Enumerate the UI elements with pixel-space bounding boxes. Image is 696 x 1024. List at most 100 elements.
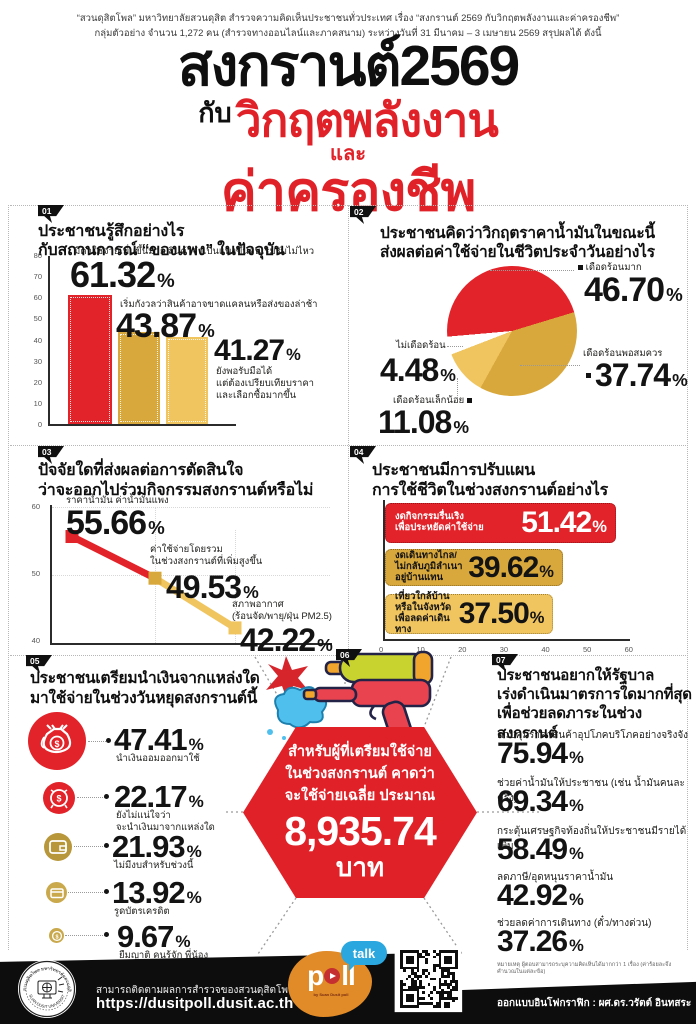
line-chart <box>65 530 242 635</box>
q3-point1-label: ราคาน้ำมัน ค่าน้ำมันแพง <box>66 495 169 506</box>
q7-item3-value: 58.49% <box>497 833 584 866</box>
q7-title-line2: เร่งดำเนินมาตรการใดมากที่สุด <box>497 686 692 703</box>
q4-bar-1: งดกิจกรรมรื่นเริง เพื่อประหยัดค่าใช้จ่าย… <box>385 503 616 543</box>
talk-bubble: talk <box>341 941 387 971</box>
q4-bar2-value: 39.62% <box>468 550 554 584</box>
q5-title-line2: มาใช้จ่ายในช่วงวันหยุดสงกรานต์นี้ <box>30 690 258 707</box>
svg-text:$: $ <box>55 934 58 940</box>
q3-gridline-50 <box>52 575 330 576</box>
q2-slice4-value: 4.48% <box>380 352 456 388</box>
q2-leader-4 <box>447 346 463 347</box>
q1-title-line2: กับสถานการณ์ “ของแพง” ในปัจจุบัน <box>38 242 285 259</box>
q5-item3-label: ไม่มีงบสำหรับช่วงนี้ <box>114 860 194 871</box>
survey-description-line1: “สวนดุสิตโพล” มหาวิทยาลัยสวนดุสิต สำรวจค… <box>76 13 620 24</box>
coin-icon: $ <box>49 928 64 943</box>
water-gun-icon <box>266 650 434 742</box>
q3-title-line1: ปัจจัยใดที่ส่งผลต่อการตัดสินใจ <box>38 462 244 479</box>
wallet-icon <box>44 833 72 861</box>
poll-play-icon <box>324 968 341 984</box>
q1-bar-2 <box>118 331 160 424</box>
q2-title-line1: ประชาชนคิดว่าวิกฤตราคาน้ำมันในขณะนี้ <box>380 225 655 242</box>
q4-x-axis <box>383 639 630 641</box>
q4-bar1-value: 51.42% <box>521 506 607 539</box>
square-bullet-icon <box>466 398 472 403</box>
q4-bar1-label: งดกิจกรรมรื่นเริง เพื่อประหยัดค่าใช้จ่าย <box>395 511 484 533</box>
suan-dusit-seal: สวนดุสิตโพล มหาวิทยาลัยสวนดุสิต SUAN DUS… <box>17 956 76 1018</box>
q1-title-line1: ประชาชนรู้สึกอย่างไร <box>38 223 185 240</box>
q7-item1-label: ควบคุมราคาสินค้าอุปโภคบริโภคอย่างจริงจัง <box>497 730 689 741</box>
q2-slice1-label: เดือดร้อนมาก <box>578 262 642 274</box>
q7-item1-value: 75.94% <box>497 737 584 770</box>
q5-item1-label: นำเงินออมออกมาใช้ <box>116 753 200 764</box>
q5-bullet-5 <box>104 932 109 937</box>
title-songkran: สงกรานต์2569 <box>177 34 521 98</box>
q7-title-line1: ประชาชนอยากให้รัฐบาล <box>497 667 655 684</box>
q5-leader-2 <box>77 797 105 798</box>
q1-bar1-value: 61.32% <box>70 254 175 295</box>
q4-bar2-label: งดเดินทางไกล/ ไม่กลับภูมิลำเนาอยู่บ้านแท… <box>395 550 463 583</box>
q5-item5-label: ยืมญาติ คนรู้จัก พี่น้อง <box>119 950 209 961</box>
q1-bar2-label: เริ่มกังวลว่าสินค้าอาจขาดแคลนหรือส่งของล… <box>120 299 318 310</box>
q7-item5-label: ช่วยลดค่าการเดินทาง (ตั๋ว/ทางด่วน) <box>497 918 652 929</box>
q5-item1-value: 47.41% <box>114 722 204 757</box>
splash-star-icon <box>266 656 308 702</box>
q5-item4-label: รูดบัตรเครดิต <box>114 906 170 917</box>
avg-spend-unit: บาท <box>335 852 385 883</box>
avg-spend-line3: จะใช้จ่ายเฉลี่ย ประมาณ <box>284 787 436 804</box>
avg-spend-line1: สำหรับผู้ที่เตรียมใช้จ่าย <box>288 744 432 760</box>
q3-point1-value: 55.66% <box>66 504 165 542</box>
q5-item3-value: 21.93% <box>112 829 202 864</box>
avg-spend-amount: 8,935.74 <box>284 808 437 855</box>
q7-item4-label: ลดภาษี/อุดหนุนราคาน้ำมัน <box>497 872 614 883</box>
q4-bar-3: เที่ยวใกล้บ้าน หรือในจังหวัด เพื่อลดค่าเ… <box>385 591 554 635</box>
q2-leader-2 <box>520 365 580 366</box>
poster-title: สงกรานต์2569 กับวิกฤตพลังงาน และ ค่าครอง… <box>0 34 696 220</box>
divider-col <box>348 205 349 655</box>
q3-point3-value: 42.22% <box>240 622 333 658</box>
q7-item5-value: 37.26% <box>497 925 584 958</box>
q3-gridline-60 <box>52 507 330 508</box>
q2-slice4-label: ไม่เดือดร้อน <box>396 340 446 351</box>
q4-x-axis-ticks: 0 10 20 30 40 50 60 <box>379 645 633 654</box>
credit-card-icon <box>46 882 67 903</box>
q5-leader-4 <box>68 892 105 893</box>
q5-title-line1: ประชาชนเตรียมนำเงินจากแหล่งใด <box>30 670 260 687</box>
title-and: และ <box>330 143 366 165</box>
q3-x-axis <box>50 643 332 645</box>
q5-item5-value: 9.67% <box>117 919 191 954</box>
footnote: หมายเหตุ ผู้ตอบสามารถระบุความคิดเห็นได้ม… <box>497 962 672 976</box>
q1-bar2-value: 43.87% <box>116 307 215 345</box>
q1-bar3-label: ยังพอรับมือได้ แต่ต้องเปรียบเทียบราคา แล… <box>216 366 315 401</box>
q3-point2-label: ค่าใช้จ่ายโดยรวม ในช่วงสงกรานต์ที่เพิ่มส… <box>150 544 263 567</box>
avg-spend-line2: ในช่วงสงกรานต์ คาดว่า <box>285 765 435 782</box>
q2-slice3-value: 11.08% <box>378 404 469 440</box>
q7-item4-value: 42.92% <box>497 879 584 912</box>
alarm-clock-icon: $ <box>43 782 75 814</box>
square-bullet-icon <box>586 372 591 378</box>
q5-item2-label: ยังไม่แน่ใจว่า จะนำเงินมาจากแหล่งใด <box>116 810 215 833</box>
poll-logo-byline: by Suan Dusit poll <box>313 992 349 997</box>
q5-bullet-4 <box>104 889 109 894</box>
q2-leader-3 <box>457 378 458 398</box>
q3-gridline-v2 <box>235 530 236 643</box>
q4-bar3-value: 37.50% <box>458 597 545 630</box>
svg-text:$: $ <box>54 739 59 749</box>
qr-code <box>397 947 461 1011</box>
q3-y-axis-ticks: 60 50 40 <box>31 502 40 645</box>
q1-bar3-value: 41.27% <box>214 334 301 367</box>
q2-slice2-value: 37.74% <box>586 359 688 391</box>
q1-bar-1 <box>68 295 112 424</box>
q5-bullet-1 <box>106 738 111 743</box>
q7-item2-value: 69.34% <box>497 785 584 818</box>
title-with: กับ <box>198 98 232 128</box>
q2-title-line2: ส่งผลต่อค่าใช้จ่ายในชีวิตประจำวันอย่างไร <box>380 244 655 261</box>
q2-slice1-value: 46.70% <box>584 271 683 309</box>
q3-y-axis <box>50 505 52 645</box>
footer-url-link[interactable]: https://dusitpoll.dusit.ac.th <box>96 995 294 1012</box>
square-bullet-icon <box>578 265 583 270</box>
q4-bar3-label: เที่ยวใกล้บ้าน หรือในจังหวัด เพื่อลดค่าเ… <box>395 591 452 635</box>
frame-left <box>8 205 9 950</box>
q4-y-axis <box>383 500 385 640</box>
q3-point2-value: 49.53% <box>166 569 259 605</box>
